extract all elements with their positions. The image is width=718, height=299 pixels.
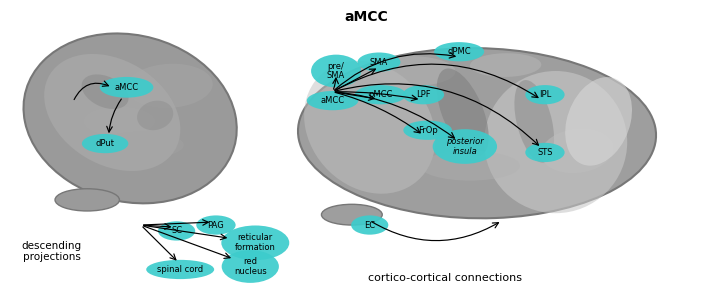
Text: pre/
SMA: pre/ SMA [327, 62, 345, 80]
Text: reticular
formation: reticular formation [235, 234, 276, 252]
Text: SMA: SMA [370, 58, 388, 67]
Ellipse shape [526, 143, 564, 162]
Ellipse shape [307, 91, 358, 110]
Text: SC: SC [171, 226, 182, 235]
Ellipse shape [437, 68, 489, 156]
Text: spinal cord: spinal cord [157, 265, 203, 274]
Text: dPMC: dPMC [447, 47, 471, 56]
Ellipse shape [100, 77, 154, 98]
Text: STS: STS [537, 148, 553, 157]
Text: descending
projections: descending projections [22, 241, 82, 263]
Ellipse shape [146, 260, 214, 279]
Ellipse shape [222, 250, 279, 283]
Ellipse shape [304, 61, 435, 194]
Ellipse shape [55, 189, 119, 211]
Text: red
nucleus: red nucleus [234, 257, 266, 276]
Ellipse shape [404, 120, 452, 140]
Text: aMCC: aMCC [114, 83, 139, 92]
Ellipse shape [158, 221, 195, 241]
Ellipse shape [126, 64, 213, 108]
Ellipse shape [403, 85, 444, 104]
Text: EC: EC [364, 221, 376, 230]
Ellipse shape [358, 53, 401, 72]
Ellipse shape [351, 215, 388, 235]
Text: cortico-cortical connections: cortico-cortical connections [368, 273, 522, 283]
Text: posterior
insula: posterior insula [446, 137, 484, 156]
Ellipse shape [311, 55, 361, 87]
Ellipse shape [82, 74, 129, 109]
Ellipse shape [526, 85, 564, 104]
Ellipse shape [370, 56, 455, 86]
Text: aMCC: aMCC [320, 96, 345, 105]
Ellipse shape [433, 129, 497, 164]
Text: aMCC: aMCC [344, 10, 388, 24]
Ellipse shape [137, 101, 173, 130]
Text: LPF: LPF [416, 90, 431, 99]
Ellipse shape [470, 53, 541, 77]
Ellipse shape [434, 42, 484, 61]
Text: FrOp: FrOp [418, 126, 437, 135]
Ellipse shape [514, 80, 554, 163]
Ellipse shape [82, 134, 129, 153]
Text: pMCC: pMCC [368, 90, 393, 99]
Ellipse shape [196, 215, 236, 235]
Text: dPut: dPut [95, 139, 115, 148]
Ellipse shape [221, 225, 289, 260]
Ellipse shape [298, 48, 656, 218]
Ellipse shape [83, 106, 155, 136]
Ellipse shape [98, 132, 184, 158]
Ellipse shape [565, 77, 632, 166]
Ellipse shape [484, 71, 628, 213]
Ellipse shape [420, 151, 520, 181]
Ellipse shape [322, 204, 382, 225]
Ellipse shape [355, 85, 406, 104]
Text: PAG: PAG [208, 221, 224, 230]
Ellipse shape [24, 33, 237, 203]
Ellipse shape [45, 54, 180, 171]
Text: IPL: IPL [538, 90, 551, 99]
Ellipse shape [541, 129, 613, 173]
